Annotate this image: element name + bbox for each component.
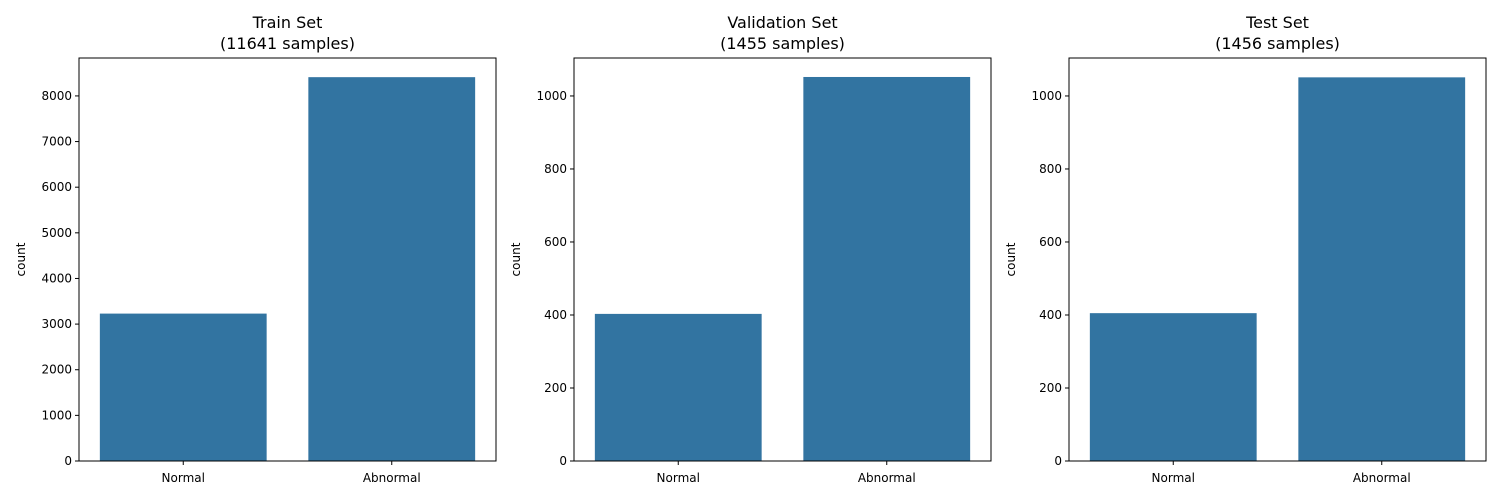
y-tick-label: 0 bbox=[559, 454, 567, 468]
y-tick-label: 1000 bbox=[536, 89, 567, 103]
bar-abnormal bbox=[308, 77, 476, 462]
y-tick-label: 0 bbox=[1054, 454, 1062, 468]
chart-title: Test Set bbox=[1245, 13, 1309, 32]
y-tick-label: 1000 bbox=[1031, 89, 1062, 103]
chart-panel-1: Train Set (11641 samples) 0 1000 2000 3000 400… bbox=[14, 13, 497, 485]
chart-title: Validation Set bbox=[727, 13, 837, 32]
y-tick-label: 200 bbox=[1039, 381, 1062, 395]
y-tick-label: 6000 bbox=[41, 180, 72, 194]
y-tick-label: 4000 bbox=[41, 271, 72, 285]
chart-title: Train Set bbox=[252, 13, 323, 32]
chart-subtitle: (11641 samples) bbox=[220, 34, 355, 53]
chart-panel-2: Validation Set (1455 samples) 0 200 400 600 80… bbox=[509, 13, 992, 485]
y-tick-label: 400 bbox=[544, 308, 567, 322]
x-tick-label: Abnormal bbox=[363, 471, 421, 485]
y-tick-label: 600 bbox=[544, 235, 567, 249]
chart-subtitle: (1455 samples) bbox=[720, 34, 845, 53]
y-tick-label: 7000 bbox=[41, 135, 72, 149]
chart-subtitle: (1456 samples) bbox=[1215, 34, 1340, 53]
bar-abnormal bbox=[803, 76, 971, 462]
y-tick-label: 600 bbox=[1039, 235, 1062, 249]
plot-frame bbox=[78, 57, 497, 462]
bar-normal bbox=[1089, 313, 1257, 461]
y-tick-label: 5000 bbox=[41, 226, 72, 240]
x-tick-label: Normal bbox=[162, 471, 205, 485]
bar-abnormal bbox=[1298, 77, 1466, 461]
y-axis-label: count bbox=[14, 242, 28, 276]
bar-normal bbox=[99, 313, 267, 461]
plot-frame bbox=[573, 57, 992, 462]
y-tick-label: 400 bbox=[1039, 308, 1062, 322]
y-tick-label: 800 bbox=[1039, 162, 1062, 176]
bar-normal bbox=[594, 313, 762, 461]
y-tick-label: 3000 bbox=[41, 317, 72, 331]
y-tick-label: 1000 bbox=[41, 408, 72, 422]
y-tick-label: 8000 bbox=[41, 89, 72, 103]
x-tick-label: Abnormal bbox=[1353, 471, 1411, 485]
y-axis-label: count bbox=[1004, 242, 1018, 276]
y-axis-label: count bbox=[509, 242, 523, 276]
y-tick-label: 2000 bbox=[41, 363, 72, 377]
y-tick-label: 200 bbox=[544, 381, 567, 395]
x-tick-label: Normal bbox=[1152, 471, 1195, 485]
y-tick-label: 0 bbox=[64, 454, 72, 468]
y-tick-label: 800 bbox=[544, 162, 567, 176]
x-tick-label: Abnormal bbox=[858, 471, 916, 485]
chart-panel-3: Test Set (1456 samples) 0 200 400 600 800 1000 N… bbox=[1004, 13, 1487, 485]
plot-frame bbox=[1068, 57, 1487, 462]
x-tick-label: Normal bbox=[657, 471, 700, 485]
